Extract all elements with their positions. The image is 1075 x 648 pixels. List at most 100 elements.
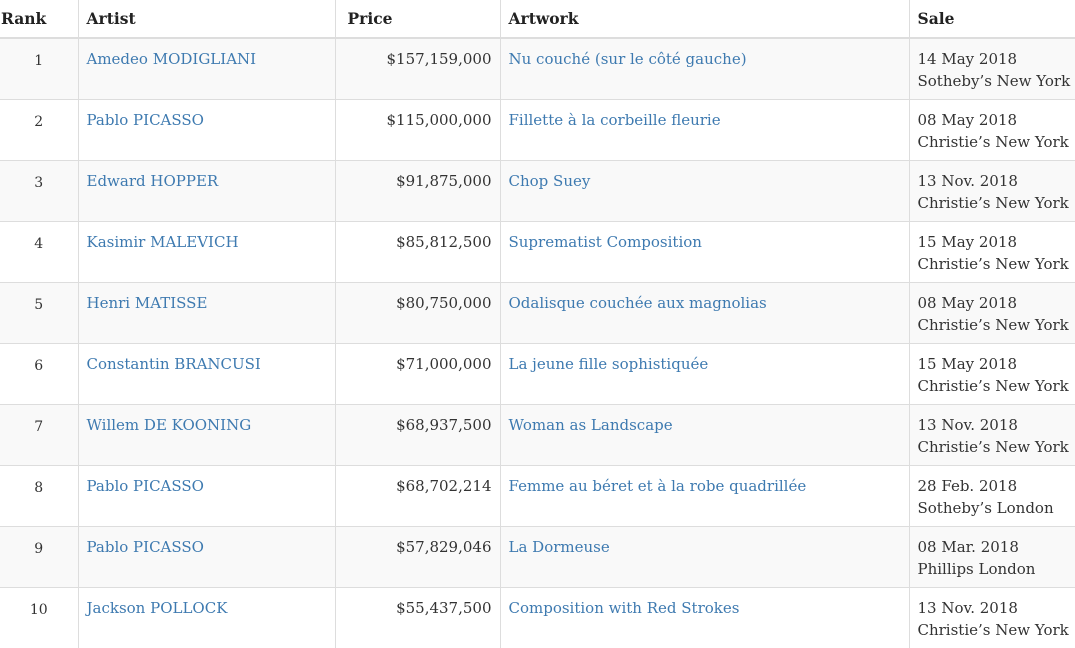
rank-cell: 3 [0, 159, 78, 221]
artwork-link[interactable]: Suprematist Composition [508, 232, 702, 251]
sale-date: 14 May 2018 [917, 50, 1018, 68]
artist-link[interactable]: Kasimir MALEVICH [86, 232, 239, 251]
artist-link[interactable]: Pablo PICASSO [86, 110, 204, 129]
price-cell: $85,812,500 [334, 220, 500, 282]
artwork-cell: La Dormeuse [499, 525, 909, 587]
rank-cell: 1 [0, 37, 78, 99]
table-row: 4 Kasimir MALEVICH $85,812,500 Supremati… [0, 220, 1075, 282]
table-row: 1 Amedeo MODIGLIANI $157,159,000 Nu couc… [0, 37, 1075, 99]
artwork-cell: Femme au béret et à la robe quadrillée [499, 464, 909, 526]
sale-date: 08 Mar. 2018 [917, 537, 1019, 556]
sale-date: 08 May 2018 [917, 293, 1018, 312]
rank-cell: 6 [0, 342, 78, 404]
artwork-link[interactable]: La jeune fille sophistiquée [508, 354, 709, 373]
artwork-cell: Fillette à la corbeille fleurie [499, 98, 909, 160]
artist-link[interactable]: Constantin BRANCUSI [86, 354, 261, 373]
sale-cell: 13 Nov. 2018 Christie’s New York [908, 586, 1075, 648]
sale-date: 13 Nov. 2018 [917, 598, 1018, 617]
artist-cell: Pablo PICASSO [77, 525, 335, 587]
sale-cell: 15 May 2018 Christie’s New York [908, 220, 1075, 282]
sale-house: Sotheby’s London [917, 498, 1054, 517]
sale-cell: 13 Nov. 2018 Christie’s New York [908, 159, 1075, 221]
artist-link[interactable]: Edward HOPPER [86, 171, 219, 190]
artwork-link[interactable]: Composition with Red Strokes [508, 598, 740, 617]
header-artwork[interactable]: Artwork [499, 0, 909, 39]
artist-link[interactable]: Jackson POLLOCK [86, 598, 228, 617]
rank-cell: 9 [0, 525, 78, 587]
artist-cell: Jackson POLLOCK [77, 586, 335, 648]
rank-cell: 5 [0, 281, 78, 343]
artwork-cell: Composition with Red Strokes [499, 586, 909, 648]
header-artist[interactable]: Artist [77, 0, 335, 39]
header-price[interactable]: Price [334, 0, 500, 39]
rank-cell: 4 [0, 220, 78, 282]
sale-date: 15 May 2018 [917, 232, 1018, 251]
price-cell: $68,702,214 [334, 464, 500, 526]
sale-house: Christie’s New York [917, 376, 1069, 395]
price-cell: $71,000,000 [334, 342, 500, 404]
header-rank[interactable]: Rank [0, 0, 78, 39]
artwork-link[interactable]: Nu couché (sur le côté gauche) [508, 50, 747, 68]
table-header-row: Rank Artist Price Artwork Sale [0, 0, 1075, 39]
sale-house: Christie’s New York [917, 620, 1069, 639]
artwork-cell: Woman as Landscape [499, 403, 909, 465]
artist-link[interactable]: Henri MATISSE [86, 293, 208, 312]
artwork-cell: Odalisque couchée aux magnolias [499, 281, 909, 343]
table-row: 2 Pablo PICASSO $115,000,000 Fillette à … [0, 98, 1075, 160]
artwork-link[interactable]: Woman as Landscape [508, 415, 673, 434]
artwork-cell: Suprematist Composition [499, 220, 909, 282]
artwork-link[interactable]: Fillette à la corbeille fleurie [508, 110, 721, 129]
artwork-link[interactable]: Odalisque couchée aux magnolias [508, 293, 767, 312]
artwork-link[interactable]: Femme au béret et à la robe quadrillée [508, 476, 807, 495]
artwork-cell: Chop Suey [499, 159, 909, 221]
rank-cell: 7 [0, 403, 78, 465]
sale-cell: 13 Nov. 2018 Christie’s New York [908, 403, 1075, 465]
sale-house: Christie’s New York [917, 254, 1069, 273]
artwork-cell: La jeune fille sophistiquée [499, 342, 909, 404]
price-cell: $57,829,046 [334, 525, 500, 587]
price-cell: $115,000,000 [334, 98, 500, 160]
price-cell: $157,159,000 [334, 37, 500, 99]
sale-date: 08 May 2018 [917, 110, 1018, 129]
artist-cell: Kasimir MALEVICH [77, 220, 335, 282]
table-row: 6 Constantin BRANCUSI $71,000,000 La jeu… [0, 342, 1075, 404]
table-row: 8 Pablo PICASSO $68,702,214 Femme au bér… [0, 464, 1075, 526]
sale-house: Christie’s New York [917, 315, 1069, 334]
artist-cell: Henri MATISSE [77, 281, 335, 343]
artwork-link[interactable]: Chop Suey [508, 171, 591, 190]
table-row: 10 Jackson POLLOCK $55,437,500 Compositi… [0, 586, 1075, 648]
sale-cell: 28 Feb. 2018 Sotheby’s London [908, 464, 1075, 526]
sale-date: 13 Nov. 2018 [917, 171, 1018, 190]
artist-cell: Amedeo MODIGLIANI [77, 37, 335, 99]
artist-cell: Pablo PICASSO [77, 98, 335, 160]
artist-link[interactable]: Willem DE KOONING [86, 415, 252, 434]
artist-cell: Willem DE KOONING [77, 403, 335, 465]
artwork-link[interactable]: La Dormeuse [508, 537, 610, 556]
artist-link[interactable]: Pablo PICASSO [86, 476, 204, 495]
artist-link[interactable]: Amedeo MODIGLIANI [86, 50, 257, 68]
artist-link[interactable]: Pablo PICASSO [86, 537, 204, 556]
rank-cell: 10 [0, 586, 78, 648]
sale-cell: 08 May 2018 Christie’s New York [908, 98, 1075, 160]
artist-cell: Constantin BRANCUSI [77, 342, 335, 404]
artist-cell: Pablo PICASSO [77, 464, 335, 526]
sale-house: Sotheby’s New York [917, 72, 1071, 90]
artwork-cell: Nu couché (sur le côté gauche) [499, 37, 909, 99]
table-row: 3 Edward HOPPER $91,875,000 Chop Suey 13… [0, 159, 1075, 221]
sale-cell: 15 May 2018 Christie’s New York [908, 342, 1075, 404]
sale-house: Christie’s New York [917, 437, 1069, 456]
table-row: 5 Henri MATISSE $80,750,000 Odalisque co… [0, 281, 1075, 343]
rank-cell: 8 [0, 464, 78, 526]
price-cell: $80,750,000 [334, 281, 500, 343]
sale-date: 13 Nov. 2018 [917, 415, 1018, 434]
sale-cell: 14 May 2018 Sotheby’s New York [908, 37, 1075, 99]
price-cell: $68,937,500 [334, 403, 500, 465]
price-cell: $55,437,500 [334, 586, 500, 648]
sale-date: 28 Feb. 2018 [917, 476, 1018, 495]
sale-cell: 08 May 2018 Christie’s New York [908, 281, 1075, 343]
sale-date: 15 May 2018 [917, 354, 1018, 373]
sale-house: Christie’s New York [917, 132, 1069, 151]
price-cell: $91,875,000 [334, 159, 500, 221]
header-sale[interactable]: Sale [908, 0, 1075, 39]
